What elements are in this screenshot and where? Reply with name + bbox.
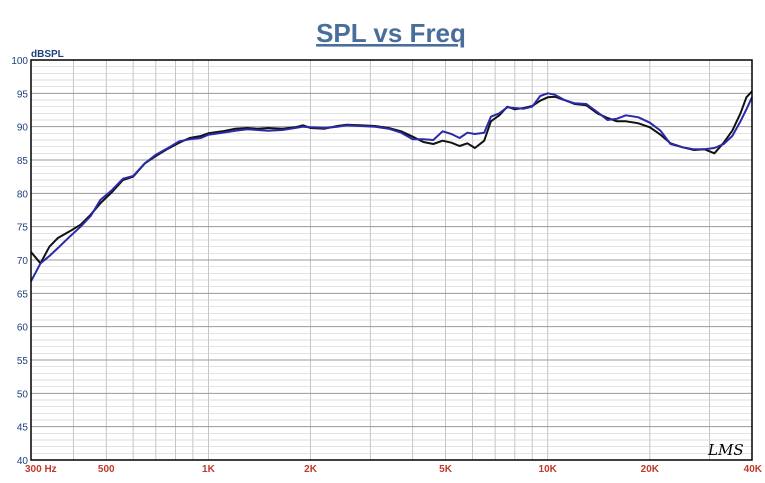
- y-tick-label: 85: [17, 156, 29, 167]
- y-tick-label: 75: [17, 223, 29, 234]
- x-tick-label: 500: [98, 464, 115, 475]
- y-tick-label: 45: [17, 423, 29, 434]
- y-tick-label: 90: [17, 123, 29, 134]
- y-tick-label: 80: [17, 189, 29, 200]
- x-tick-label: 5K: [439, 464, 453, 475]
- chart-title: SPL vs Freq: [316, 18, 466, 48]
- x-tick-label: 40K: [744, 464, 763, 475]
- plot-frame: [30, 59, 753, 461]
- y-tick-label: 100: [11, 56, 28, 67]
- y-tick-label: 70: [17, 256, 29, 267]
- axes: 40 45 50 55 60 65 70 75 80 85 90 95 100 300 Hz 500 1K 2K…: [11, 56, 762, 475]
- y-tick-label: 65: [17, 289, 29, 300]
- x-tick-label: 20K: [641, 464, 660, 475]
- series-line-2: [30, 92, 753, 282]
- y-tick-label: 50: [17, 389, 29, 400]
- plot-area: [30, 90, 753, 282]
- lms-logo: LMS: [707, 441, 744, 459]
- x-tick-label: 10K: [539, 464, 558, 475]
- x-tick-label: 2K: [304, 464, 318, 475]
- y-tick-label: 95: [17, 89, 29, 100]
- x-tick-label: 300 Hz: [25, 464, 57, 475]
- y-tick-label: 60: [17, 323, 29, 334]
- y-axis-label: dBSPL: [31, 49, 64, 60]
- x-tick-label: 1K: [202, 464, 216, 475]
- y-tick-label: 40: [17, 456, 29, 467]
- y-tick-label: 55: [17, 356, 29, 367]
- series-line-1: [30, 90, 753, 265]
- grid: [30, 59, 753, 461]
